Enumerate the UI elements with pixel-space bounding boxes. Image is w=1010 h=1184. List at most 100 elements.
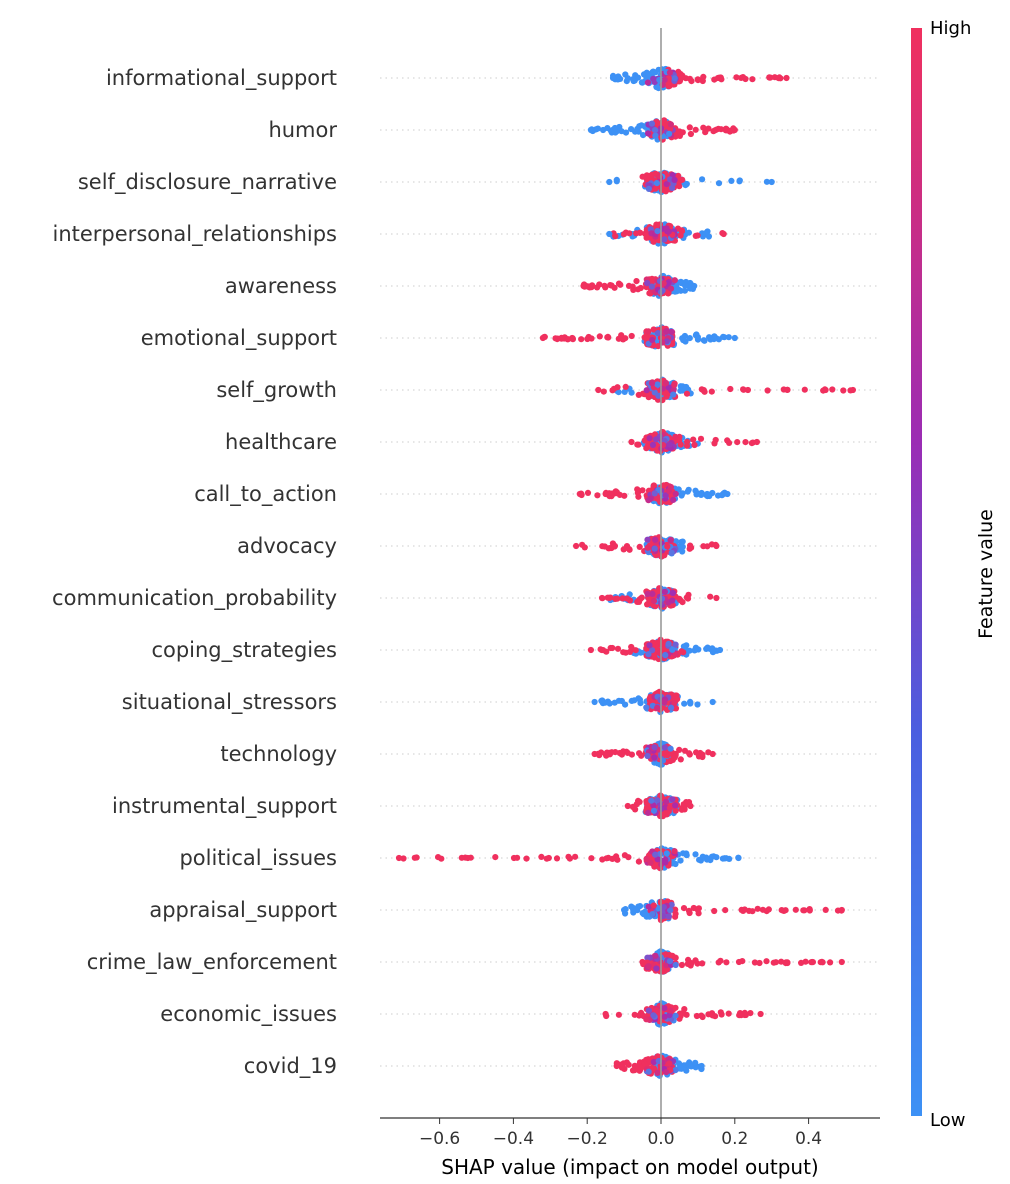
point bbox=[643, 335, 650, 342]
point bbox=[649, 441, 657, 448]
point bbox=[763, 958, 770, 965]
point bbox=[763, 178, 771, 185]
point bbox=[662, 652, 669, 659]
point bbox=[822, 386, 829, 394]
point bbox=[684, 488, 691, 495]
point bbox=[665, 487, 673, 495]
point bbox=[702, 230, 709, 237]
point bbox=[667, 1007, 674, 1014]
point bbox=[694, 701, 701, 708]
point bbox=[725, 1010, 732, 1017]
feature-label-call-to-action: call_to_action bbox=[194, 482, 337, 507]
point bbox=[661, 588, 669, 595]
point bbox=[637, 1065, 644, 1072]
point bbox=[652, 851, 659, 858]
point bbox=[587, 646, 595, 654]
feature-label-political-issues: political_issues bbox=[179, 846, 337, 871]
point bbox=[632, 647, 639, 654]
point bbox=[598, 646, 605, 654]
point bbox=[605, 334, 612, 341]
feature-label-crime-law-enforcement: crime_law_enforcement bbox=[87, 950, 337, 975]
point bbox=[667, 907, 674, 914]
point bbox=[648, 797, 655, 804]
point bbox=[666, 130, 673, 137]
point bbox=[679, 176, 686, 183]
point bbox=[724, 437, 731, 444]
point bbox=[652, 132, 659, 139]
colorbar-title: Feature value bbox=[975, 509, 997, 639]
feature-label-humor: humor bbox=[268, 118, 337, 142]
point bbox=[681, 282, 689, 289]
point bbox=[606, 230, 613, 238]
point bbox=[650, 807, 658, 814]
point bbox=[695, 910, 702, 917]
point bbox=[666, 1060, 673, 1067]
point bbox=[510, 854, 518, 862]
point bbox=[609, 855, 616, 863]
point bbox=[602, 489, 610, 496]
point bbox=[734, 439, 741, 446]
feature-label-communication-probability: communication_probability bbox=[52, 586, 337, 611]
point bbox=[698, 1012, 705, 1019]
point bbox=[649, 911, 656, 918]
point bbox=[612, 233, 619, 240]
point bbox=[706, 334, 713, 341]
point bbox=[798, 959, 805, 967]
point bbox=[640, 132, 647, 139]
point bbox=[736, 178, 743, 185]
point bbox=[603, 855, 610, 862]
point bbox=[716, 646, 724, 654]
point bbox=[621, 906, 628, 914]
point bbox=[619, 595, 626, 602]
point bbox=[554, 336, 561, 343]
point bbox=[639, 79, 646, 86]
point bbox=[614, 645, 622, 652]
point bbox=[652, 952, 659, 959]
point bbox=[628, 126, 635, 133]
point bbox=[643, 1016, 650, 1023]
point bbox=[686, 335, 693, 342]
point bbox=[715, 180, 723, 187]
point bbox=[715, 125, 722, 132]
point bbox=[663, 393, 670, 400]
point bbox=[622, 229, 630, 236]
point bbox=[764, 387, 771, 394]
point bbox=[733, 74, 740, 81]
point bbox=[640, 911, 647, 918]
point bbox=[704, 490, 711, 498]
point bbox=[747, 1010, 754, 1017]
point bbox=[783, 74, 790, 82]
point bbox=[677, 756, 684, 763]
point bbox=[680, 337, 687, 344]
colorbar-high-label: High bbox=[930, 18, 971, 39]
point bbox=[645, 71, 652, 78]
point bbox=[650, 802, 657, 809]
point bbox=[591, 750, 598, 758]
point bbox=[645, 963, 652, 970]
point bbox=[688, 78, 695, 85]
point bbox=[634, 486, 641, 493]
point bbox=[663, 338, 670, 345]
point bbox=[596, 333, 603, 340]
point bbox=[692, 851, 699, 858]
point bbox=[607, 594, 614, 601]
point bbox=[588, 283, 596, 290]
point bbox=[578, 336, 585, 343]
point bbox=[644, 601, 651, 608]
point bbox=[653, 1007, 660, 1014]
point bbox=[666, 69, 674, 76]
point bbox=[677, 441, 684, 448]
point bbox=[725, 334, 732, 341]
point bbox=[636, 1012, 643, 1019]
point bbox=[650, 597, 658, 605]
point bbox=[645, 130, 652, 137]
point bbox=[628, 643, 635, 651]
point bbox=[580, 282, 587, 290]
points-coping-strategies bbox=[587, 636, 724, 663]
points-awareness bbox=[580, 272, 698, 299]
point bbox=[638, 752, 645, 759]
point bbox=[718, 491, 726, 499]
point bbox=[711, 440, 718, 447]
point bbox=[780, 386, 787, 393]
